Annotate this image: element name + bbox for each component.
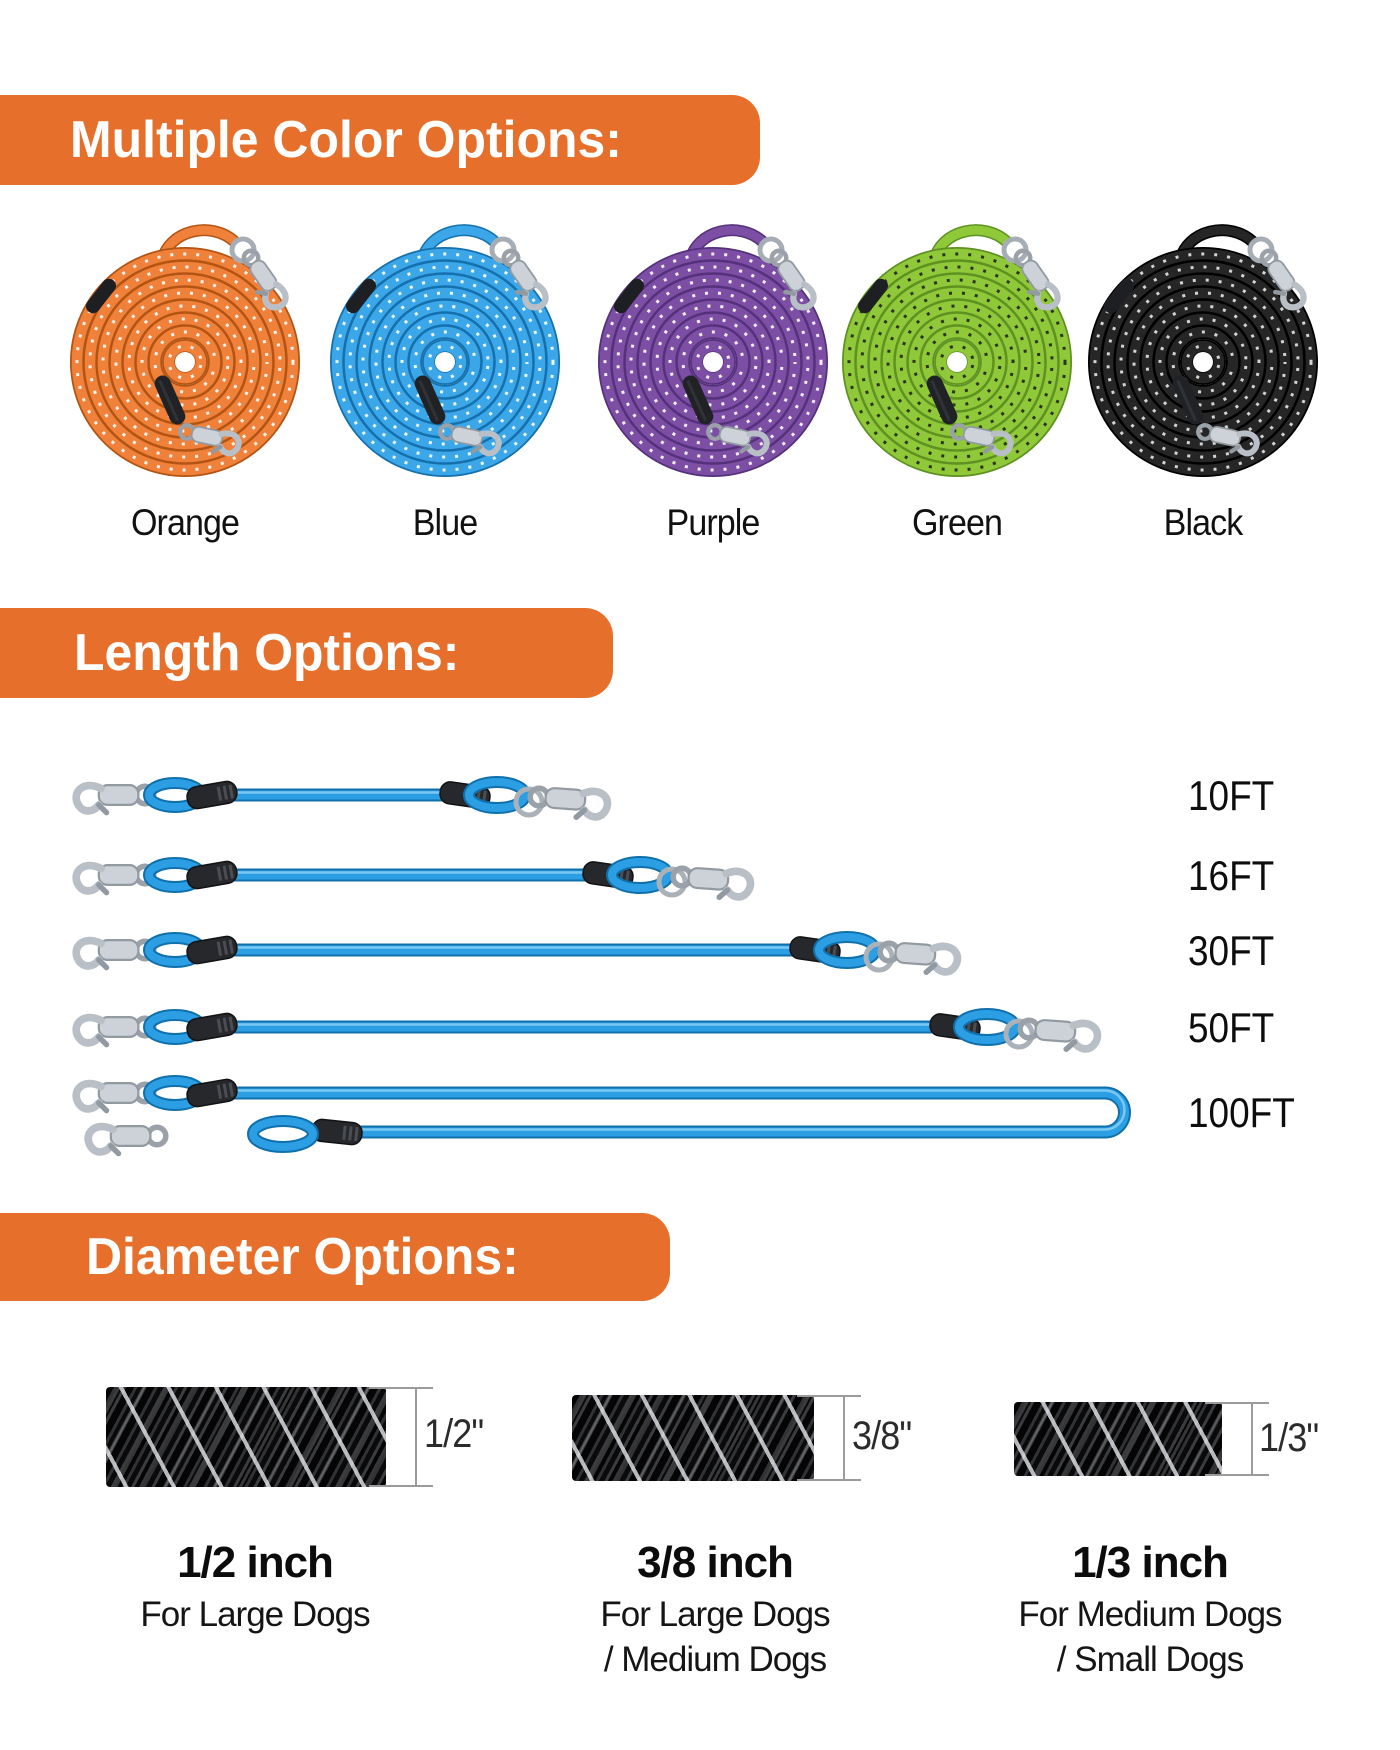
- snap-hook-icon: [706, 423, 770, 457]
- diameter-description-line: / Small Dogs: [1056, 1640, 1244, 1679]
- snap-hook-icon: [72, 1013, 157, 1048]
- rope-diameter-image: [106, 1387, 386, 1487]
- leash-length-image: [72, 776, 612, 821]
- leash-coil-image: [330, 224, 560, 477]
- section-header-diameters-label: Diameter Options:: [86, 1228, 519, 1286]
- diameter-description-line: For Large Dogs: [600, 1595, 830, 1634]
- measurement-tick: [369, 1485, 433, 1487]
- diameter-description-line: / Medium Dogs: [603, 1640, 827, 1679]
- leash-coil: [1085, 200, 1321, 500]
- snap-hook-icon: [527, 785, 612, 821]
- leash-coil: [67, 200, 303, 500]
- snap-hook-icon: [72, 781, 157, 816]
- snap-hook-icon: [438, 423, 502, 457]
- measurement-tick: [797, 1479, 861, 1481]
- snap-hook-icon: [1013, 248, 1061, 311]
- diameter-heading: 1/3 inch: [1072, 1538, 1229, 1587]
- diameter-size-label: 1/2": [424, 1412, 484, 1456]
- length-option-label: 30FT: [1188, 927, 1275, 974]
- diameter-description: For Medium Dogs / Small Dogs: [950, 1592, 1350, 1682]
- snap-hook-icon: [670, 865, 755, 901]
- measurement-bracket: [843, 1395, 845, 1481]
- rope-stopper: [682, 375, 714, 425]
- snap-hook-icon: [950, 423, 1014, 457]
- diameter-description: For Large Dogs / Medium Dogs: [515, 1592, 915, 1682]
- diameter-description: For Large Dogs: [55, 1592, 455, 1637]
- rope-stopper: [613, 278, 645, 314]
- color-option-label: Orange: [130, 502, 240, 543]
- rope-stopper: [85, 278, 117, 314]
- leash-coil: [595, 200, 831, 500]
- rope-stopper: [186, 1012, 238, 1042]
- leash-length-row: [15, 1073, 1185, 1208]
- color-option-label: Green: [911, 502, 1003, 543]
- snap-hook-icon: [501, 248, 549, 311]
- leash-length-image: [72, 1075, 1131, 1157]
- rope-stopper: [186, 935, 238, 965]
- section-header-colors-label: Multiple Color Options:: [70, 111, 622, 169]
- rope-stopper: [154, 375, 186, 425]
- snap-hook-icon: [72, 861, 157, 896]
- length-option-label: 16FT: [1188, 852, 1275, 899]
- snap-hook-icon: [84, 1122, 169, 1157]
- leash-length-row: [15, 755, 1185, 840]
- leash-coil: [839, 200, 1075, 500]
- rope-stopper: [1172, 375, 1204, 425]
- leash-length-row: [15, 910, 1185, 995]
- rope-diameter-image: [572, 1395, 814, 1481]
- snap-hook-icon: [1259, 248, 1307, 311]
- snap-hook-icon: [241, 248, 289, 311]
- snap-hook-icon: [72, 1079, 157, 1114]
- color-option-label: Black: [1163, 502, 1244, 543]
- snap-hook-icon: [877, 940, 962, 976]
- measurement-tick: [369, 1387, 433, 1389]
- measurement-tick: [1205, 1402, 1269, 1404]
- snap-hook-icon: [72, 936, 157, 971]
- snap-hook-icon: [178, 423, 242, 457]
- diameter-heading: 1/2 inch: [177, 1538, 334, 1587]
- leash-length-image: [72, 856, 755, 901]
- rope-stopper: [311, 1118, 363, 1146]
- diameter-description-line: For Large Dogs: [140, 1595, 370, 1634]
- leash-length-image: [72, 1008, 1102, 1053]
- section-header-lengths-label: Length Options:: [74, 624, 460, 682]
- snap-hook-icon: [1017, 1017, 1102, 1053]
- leash-coil-image: [842, 224, 1072, 477]
- leash-length-row: [15, 987, 1185, 1072]
- rope-stopper: [186, 860, 238, 890]
- diameter-size-label: 1/3": [1259, 1416, 1319, 1460]
- length-option-label: 50FT: [1188, 1004, 1275, 1051]
- measurement-bracket: [415, 1387, 417, 1487]
- rope-diameter-image: [1014, 1402, 1222, 1476]
- leash-length-row: [15, 835, 1185, 920]
- rope-stopper: [186, 1078, 238, 1108]
- rope-stopper: [1103, 278, 1135, 314]
- measurement-bracket: [1251, 1402, 1253, 1476]
- length-option-label: 100FT: [1188, 1089, 1295, 1136]
- color-option-label: Blue: [412, 502, 478, 543]
- length-option-label: 10FT: [1188, 772, 1275, 819]
- snap-hook-icon: [769, 248, 817, 311]
- rope-stopper: [345, 278, 377, 314]
- section-header-lengths: Length Options:: [0, 608, 613, 698]
- leash-coil-image: [598, 224, 828, 477]
- color-option-label: Purple: [666, 502, 761, 543]
- leash-length-image: [72, 931, 962, 976]
- measurement-tick: [797, 1395, 861, 1397]
- measurement-tick: [1205, 1474, 1269, 1476]
- leash-coil-image: [1088, 224, 1318, 477]
- rope-stopper: [414, 375, 446, 425]
- snap-hook-icon: [1196, 423, 1260, 457]
- section-header-colors: Multiple Color Options:: [0, 95, 760, 185]
- diameter-heading: 3/8 inch: [637, 1538, 794, 1587]
- diameter-size-label: 3/8": [852, 1414, 912, 1458]
- rope-stopper: [186, 780, 238, 810]
- rope-stopper: [926, 375, 958, 425]
- rope-stopper: [857, 278, 889, 314]
- section-header-diameters: Diameter Options:: [0, 1213, 670, 1301]
- diameter-description-line: For Medium Dogs: [1018, 1595, 1282, 1634]
- leash-coil-image: [70, 224, 300, 477]
- leash-coil: [327, 200, 563, 500]
